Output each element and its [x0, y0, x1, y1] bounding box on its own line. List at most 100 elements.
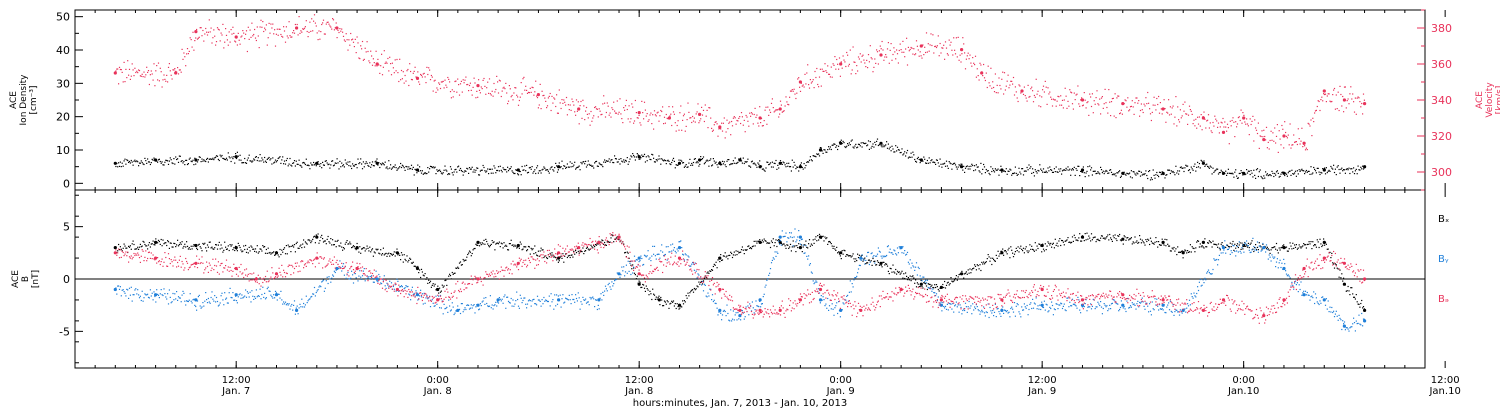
velocity-dot: [905, 48, 907, 50]
by-dot: [127, 289, 129, 291]
by-dot: [623, 266, 625, 268]
density-dot: [509, 168, 511, 170]
bx-dot: [1309, 243, 1311, 245]
velocity-dot: [929, 44, 931, 46]
velocity-dot: [1075, 94, 1077, 96]
velocity-dot: [389, 56, 391, 58]
velocity-dot: [517, 96, 519, 98]
velocity-dot: [715, 121, 717, 123]
density-dot: [255, 156, 257, 158]
velocity-dot: [196, 38, 199, 40]
density-dot: [555, 162, 557, 164]
velocity-dot: [472, 86, 474, 88]
bx-dot: [542, 249, 544, 251]
density-dot: [1270, 175, 1272, 177]
by-dot: [470, 304, 472, 306]
velocity-dot: [1285, 131, 1287, 134]
velocity-dot: [800, 82, 802, 84]
by-dot: [334, 271, 336, 274]
velocity-dot: [1099, 98, 1101, 100]
density-dot: [1171, 171, 1173, 173]
velocity-dot: [1282, 128, 1284, 130]
bx-dot: [283, 248, 285, 250]
density-dot: [826, 151, 828, 153]
bx-dot: [586, 246, 588, 248]
bx-dot: [486, 240, 488, 243]
bx-dot: [1183, 250, 1185, 253]
density-dot: [771, 161, 773, 163]
by-dot: [259, 288, 261, 290]
bx-dot: [1182, 257, 1184, 259]
velocity-dot: [1044, 80, 1046, 82]
density-dot: [1350, 168, 1352, 170]
velocity-dot: [804, 73, 806, 75]
by-dot: [566, 298, 568, 300]
velocity-dot: [876, 51, 879, 53]
density-dot: [932, 161, 934, 163]
velocity-dot: [888, 62, 890, 64]
velocity-dot: [388, 70, 390, 72]
velocity-dot: [1051, 105, 1054, 107]
velocity-dot: [1101, 96, 1103, 98]
velocity-dot: [508, 85, 510, 87]
density-dot: [853, 147, 855, 149]
density-dot: [463, 171, 465, 173]
density-dot: [727, 159, 729, 161]
by-dot: [135, 288, 137, 290]
by-dot: [674, 250, 676, 252]
bx-dot: [1060, 244, 1062, 247]
velocity-dot: [638, 114, 640, 116]
density-dot: [464, 170, 466, 172]
density-dot: [772, 166, 774, 168]
density-dot: [942, 163, 944, 165]
bx-dot: [719, 261, 721, 263]
density-dot: [495, 172, 497, 174]
bx-dot: [1285, 247, 1287, 249]
density-dot: [154, 158, 156, 160]
velocity-dot: [330, 26, 332, 28]
velocity-dot: [271, 27, 273, 29]
bx-dot: [232, 249, 234, 251]
density-dot: [1300, 169, 1302, 171]
density-dot: [1002, 169, 1004, 171]
bx-dot: [1246, 246, 1249, 248]
by-dot: [488, 305, 490, 308]
velocity-dot: [223, 47, 225, 49]
by-dot: [361, 275, 364, 277]
density-dot: [254, 156, 257, 158]
density-dot: [418, 170, 420, 172]
density-dot: [820, 147, 822, 149]
velocity-dot: [629, 121, 631, 123]
bx-dot: [982, 263, 984, 265]
bx-dot: [369, 246, 371, 248]
bx-dot: [906, 275, 908, 277]
density-dot: [240, 159, 242, 161]
by-dot: [152, 299, 154, 301]
bx-dot: [1038, 243, 1040, 245]
by-dot: [439, 294, 442, 297]
velocity-dot: [135, 71, 137, 74]
bx-dot: [382, 247, 384, 249]
by-dot: [463, 309, 465, 311]
bx-dot: [991, 263, 993, 266]
density-dot: [1104, 171, 1106, 173]
bx-dot: [692, 289, 694, 291]
density-dot: [1154, 177, 1156, 179]
bx-dot: [470, 255, 472, 257]
bx-dot: [579, 250, 581, 252]
density-dot: [1106, 170, 1108, 172]
bx-dot: [565, 253, 567, 255]
by-dot: [633, 266, 635, 268]
density-dot: [638, 158, 640, 160]
velocity-dot: [215, 41, 218, 43]
density-dot: [500, 169, 502, 171]
density-dot: [935, 159, 938, 161]
density-dot: [1156, 171, 1158, 174]
bx-dot: [684, 301, 686, 303]
bx-dot: [518, 247, 520, 249]
velocity-dot: [1068, 105, 1070, 107]
velocity-dot: [147, 70, 150, 72]
by-dot: [578, 297, 580, 299]
velocity-dot: [995, 92, 997, 94]
velocity-dot: [1080, 99, 1082, 101]
